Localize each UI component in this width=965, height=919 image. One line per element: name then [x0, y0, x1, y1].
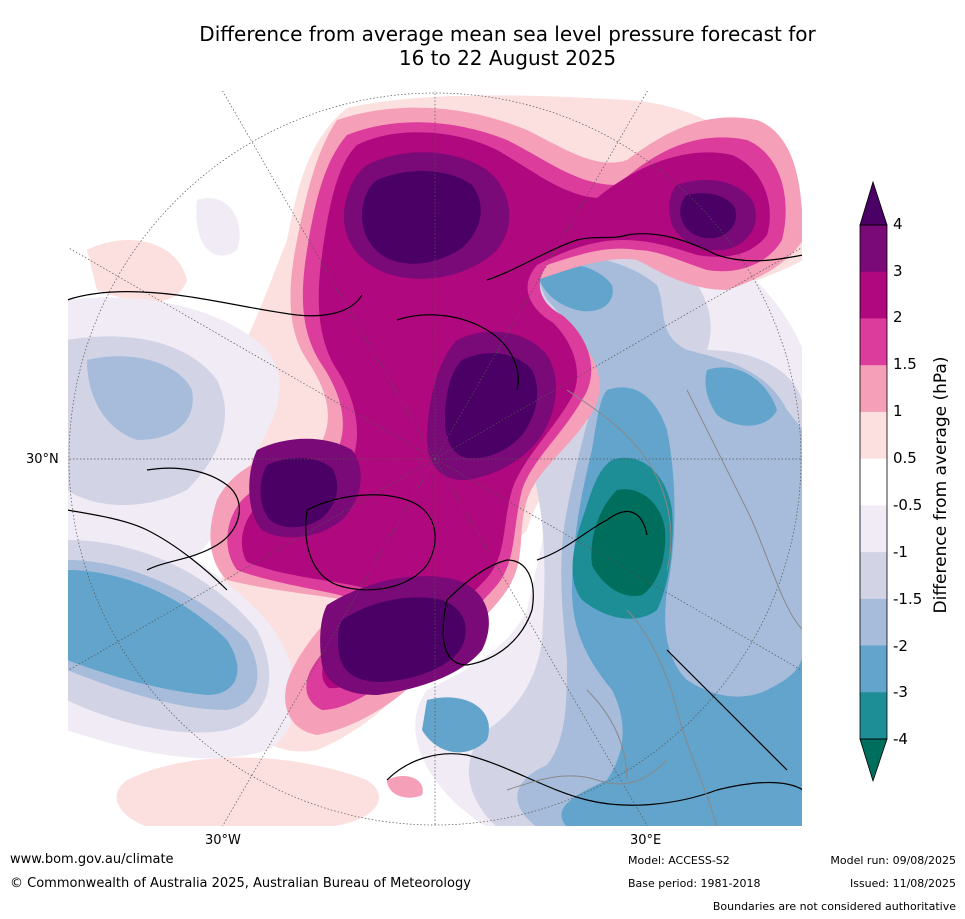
footer-base-period: Base period: 1981-2018 — [628, 877, 761, 890]
colorbar-tick: 1 — [893, 402, 903, 420]
colorbar-swatch — [860, 505, 887, 553]
colorbar-tick: 3 — [893, 262, 903, 280]
colorbar-tick: -1.5 — [893, 590, 923, 608]
colorbar-tick: 2 — [893, 308, 903, 326]
colorbar-tick: 0.5 — [893, 449, 917, 467]
footer-disclaimer: Boundaries are not considered authoritat… — [712, 900, 956, 913]
country-borders — [506, 389, 803, 827]
lon-label-30e: 30°E — [630, 833, 662, 848]
coastlines — [67, 233, 803, 806]
map-title-line-2: 16 to 22 August 2025 — [398, 46, 617, 70]
colorbar-swatch — [860, 645, 887, 693]
footer-website: www.bom.gov.au/climate — [10, 852, 174, 867]
colorbar-tick: -2 — [893, 637, 908, 655]
colorbar-swatch — [860, 271, 887, 319]
colorbar-swatch — [860, 225, 887, 273]
lon-label-30w: 30°W — [205, 833, 241, 848]
colorbar-tick: 4 — [893, 215, 903, 233]
graticule — [67, 90, 803, 827]
colorbar-swatch — [860, 598, 887, 647]
colorbar-label: Difference from average (hPa) — [931, 356, 951, 614]
colorbar-tick: -1 — [893, 543, 908, 561]
colorbar-swatch — [860, 318, 887, 366]
footer-issued: Issued: 11/08/2025 — [849, 877, 956, 890]
footer-copyright: © Commonwealth of Australia 2025, Austra… — [10, 876, 471, 891]
colorbar-swatch — [860, 692, 887, 740]
pressure-anomaly-map — [67, 90, 803, 827]
colorbar-tick: -3 — [893, 683, 908, 701]
colorbar-tick: -0.5 — [893, 496, 923, 514]
colorbar-swatch — [860, 552, 887, 600]
anomaly-neg-4 — [591, 489, 666, 596]
footer-model: Model: ACCESS-S2 — [628, 854, 730, 867]
colorbar-swatch — [860, 411, 887, 460]
colorbar-tick: 1.5 — [893, 355, 917, 373]
lat-label-30n: 30°N — [26, 452, 59, 467]
colorbar-swatch — [860, 458, 887, 506]
colorbar-extend-bottom — [860, 739, 887, 781]
colorbar-swatch — [860, 365, 887, 413]
footer-model-run: Model run: 09/08/2025 — [830, 854, 956, 867]
colorbar-tick: -4 — [893, 730, 908, 748]
anomaly-pos-4 — [260, 170, 737, 682]
colorbar-extend-top — [860, 182, 887, 225]
map-title-line-1: Difference from average mean sea level p… — [199, 22, 816, 46]
colorbar — [850, 180, 965, 790]
